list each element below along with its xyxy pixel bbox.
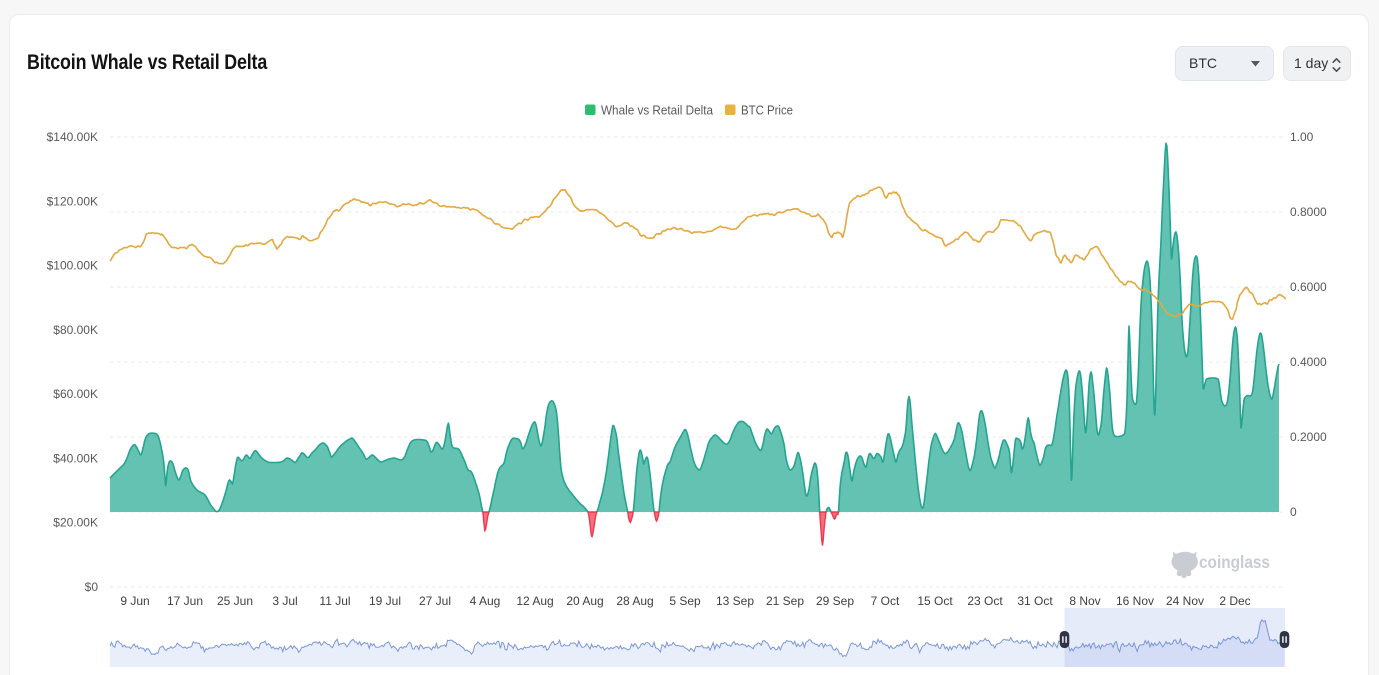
svg-text:BTC Price: BTC Price xyxy=(741,104,793,118)
svg-text:$100.00K: $100.00K xyxy=(47,259,98,273)
svg-text:7 Oct: 7 Oct xyxy=(871,594,900,608)
svg-text:27 Jul: 27 Jul xyxy=(419,594,451,608)
svg-text:4 Aug: 4 Aug xyxy=(470,594,501,608)
svg-text:0: 0 xyxy=(1290,505,1297,519)
svg-text:1.00: 1.00 xyxy=(1290,130,1314,144)
svg-text:23 Oct: 23 Oct xyxy=(967,594,1003,608)
svg-text:29 Sep: 29 Sep xyxy=(816,594,854,608)
svg-text:15 Oct: 15 Oct xyxy=(917,594,953,608)
svg-text:coinglass: coinglass xyxy=(1199,552,1270,572)
svg-text:31 Oct: 31 Oct xyxy=(1017,594,1053,608)
svg-text:$40.00K: $40.00K xyxy=(53,451,98,465)
svg-text:11 Jul: 11 Jul xyxy=(319,594,350,608)
svg-text:5 Sep: 5 Sep xyxy=(669,594,701,608)
svg-text:24 Nov: 24 Nov xyxy=(1166,594,1204,608)
svg-text:12 Aug: 12 Aug xyxy=(516,594,553,608)
svg-text:3 Jul: 3 Jul xyxy=(272,594,297,608)
svg-text:9 Jun: 9 Jun xyxy=(120,594,149,608)
svg-text:$80.00K: $80.00K xyxy=(53,323,98,337)
svg-text:$60.00K: $60.00K xyxy=(53,387,98,401)
svg-text:16 Nov: 16 Nov xyxy=(1116,594,1154,608)
svg-text:$0: $0 xyxy=(85,580,99,594)
svg-text:19 Jul: 19 Jul xyxy=(369,594,401,608)
svg-text:8 Nov: 8 Nov xyxy=(1069,594,1100,608)
svg-text:17 Jun: 17 Jun xyxy=(167,594,203,608)
svg-text:28 Aug: 28 Aug xyxy=(616,594,653,608)
svg-text:21 Sep: 21 Sep xyxy=(766,594,804,608)
svg-text:$20.00K: $20.00K xyxy=(53,516,98,530)
svg-text:0.8000: 0.8000 xyxy=(1290,205,1327,219)
svg-text:Whale vs Retail Delta: Whale vs Retail Delta xyxy=(601,104,713,118)
svg-text:25 Jun: 25 Jun xyxy=(217,594,253,608)
svg-text:0.2000: 0.2000 xyxy=(1290,430,1327,444)
svg-text:2 Dec: 2 Dec xyxy=(1219,594,1250,608)
svg-text:$120.00K: $120.00K xyxy=(47,194,98,208)
svg-text:13 Sep: 13 Sep xyxy=(716,594,754,608)
svg-text:0.4000: 0.4000 xyxy=(1290,355,1327,369)
svg-text:0.6000: 0.6000 xyxy=(1290,280,1327,294)
svg-text:$140.00K: $140.00K xyxy=(47,130,98,144)
svg-text:20 Aug: 20 Aug xyxy=(566,594,603,608)
